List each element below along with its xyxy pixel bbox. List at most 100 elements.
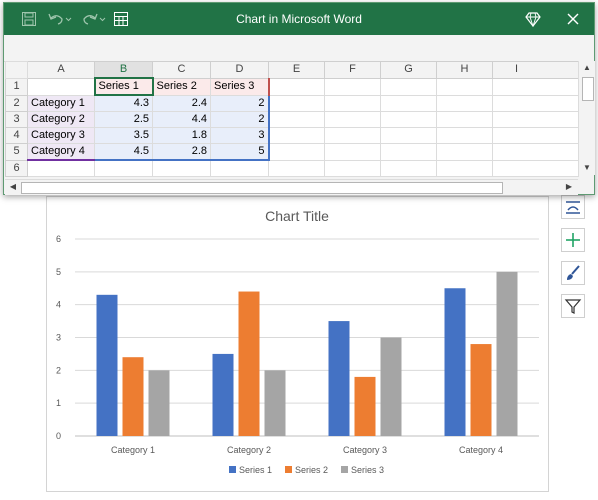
cell[interactable] [436, 143, 493, 161]
legend-swatch [341, 466, 348, 473]
row-header[interactable]: 6 [5, 159, 28, 177]
chart-area[interactable]: Chart Title 0 1 2 3 4 5 6 Category 1 Category 2 Ca… [46, 196, 549, 492]
vertical-scrollbar[interactable]: ▲ ▼ [578, 61, 595, 175]
column-header[interactable]: I [492, 61, 579, 79]
cell[interactable]: 3 [210, 127, 270, 144]
column-header[interactable]: E [268, 61, 325, 79]
cell[interactable] [492, 77, 579, 96]
cell[interactable] [268, 143, 325, 161]
scroll-right-arrow-icon[interactable]: ▶ [565, 182, 573, 191]
cell[interactable] [492, 143, 579, 161]
row-header[interactable]: 2 [5, 94, 28, 112]
column-header[interactable]: F [324, 61, 381, 79]
cell[interactable]: 2.5 [94, 111, 153, 128]
horizontal-scrollbar[interactable]: ◀ ▶ [5, 179, 578, 195]
cell[interactable] [436, 77, 493, 96]
cell[interactable] [324, 143, 381, 161]
cell[interactable]: 2.4 [152, 94, 211, 112]
cell[interactable]: Category 1 [27, 94, 95, 112]
edit-data-in-excel-button[interactable] [112, 10, 130, 28]
cell[interactable] [268, 127, 325, 144]
cell[interactable] [436, 159, 493, 177]
cell[interactable] [268, 77, 325, 96]
column-header[interactable]: B [94, 61, 153, 79]
cell[interactable] [27, 159, 95, 177]
cell[interactable]: 1.8 [152, 127, 211, 144]
scroll-down-arrow-icon[interactable]: ▼ [583, 163, 591, 172]
cell[interactable] [436, 111, 493, 128]
cell[interactable]: Category 3 [27, 127, 95, 144]
cell[interactable]: 5 [210, 143, 270, 161]
cell[interactable] [94, 159, 153, 177]
bar [238, 291, 260, 436]
cell[interactable]: 4.3 [94, 94, 153, 112]
row-header[interactable]: 4 [5, 127, 28, 144]
cell[interactable] [324, 94, 381, 112]
row-header[interactable]: 3 [5, 111, 28, 128]
cell[interactable]: Series 3 [210, 77, 270, 96]
bar [212, 353, 234, 436]
column-header[interactable]: G [380, 61, 437, 79]
edit-data-icon [114, 12, 128, 26]
cell[interactable] [380, 143, 437, 161]
horizontal-scroll-thumb[interactable] [21, 182, 503, 194]
chart-layout-button[interactable] [561, 195, 585, 219]
cell[interactable]: 3.5 [94, 127, 153, 144]
cell[interactable] [380, 77, 437, 96]
close-button[interactable] [564, 10, 582, 28]
vertical-scroll-thumb[interactable] [582, 77, 594, 101]
cell[interactable] [380, 94, 437, 112]
cell[interactable] [324, 159, 381, 177]
cell[interactable]: 2 [210, 94, 270, 112]
cell[interactable] [152, 159, 211, 177]
x-tick-label: Category 2 [227, 445, 271, 455]
cell[interactable] [324, 77, 381, 96]
bar [264, 370, 286, 436]
cell[interactable] [324, 127, 381, 144]
cell[interactable] [27, 77, 95, 96]
cell[interactable]: Series 2 [152, 77, 211, 96]
redo-button[interactable] [80, 10, 108, 28]
cell[interactable] [492, 94, 579, 112]
cell[interactable] [436, 127, 493, 144]
cell[interactable] [492, 159, 579, 177]
cell[interactable]: Category 2 [27, 111, 95, 128]
select-all-corner[interactable] [5, 61, 28, 79]
bar-chart: Chart Title 0 1 2 3 4 5 6 Category 1 Category 2 Ca… [56, 208, 539, 475]
legend-swatch [285, 466, 292, 473]
cell[interactable]: 2.8 [152, 143, 211, 161]
cell[interactable]: Category 4 [27, 143, 95, 161]
premium-button[interactable] [524, 10, 542, 28]
row-header[interactable]: 5 [5, 143, 28, 161]
chart-filters-button[interactable] [561, 294, 585, 318]
column-header[interactable]: C [152, 61, 211, 79]
diamond-icon [525, 12, 541, 27]
cell[interactable] [268, 111, 325, 128]
cell[interactable] [380, 159, 437, 177]
cell[interactable] [324, 111, 381, 128]
cell[interactable] [492, 127, 579, 144]
cell[interactable] [380, 127, 437, 144]
column-header[interactable]: H [436, 61, 493, 79]
cell[interactable]: 4.5 [94, 143, 153, 161]
column-header[interactable]: D [210, 61, 269, 79]
cell[interactable]: 4.4 [152, 111, 211, 128]
y-tick-label: 0 [56, 431, 61, 441]
scroll-up-arrow-icon[interactable]: ▲ [583, 63, 591, 72]
bar [148, 370, 170, 436]
cell[interactable] [210, 159, 269, 177]
add-chart-element-button[interactable] [561, 228, 585, 252]
cell[interactable] [380, 111, 437, 128]
chart-styles-button[interactable] [561, 261, 585, 285]
cell[interactable] [492, 111, 579, 128]
cell[interactable] [268, 94, 325, 112]
save-button[interactable] [20, 10, 38, 28]
undo-button[interactable] [46, 10, 74, 28]
cell[interactable] [436, 94, 493, 112]
cell-active[interactable]: Series 1 [93, 77, 154, 96]
column-header[interactable]: A [27, 61, 95, 79]
scroll-left-arrow-icon[interactable]: ◀ [9, 182, 17, 191]
row-header[interactable]: 1 [5, 77, 28, 96]
cell[interactable] [268, 159, 325, 177]
cell[interactable]: 2 [210, 111, 270, 128]
